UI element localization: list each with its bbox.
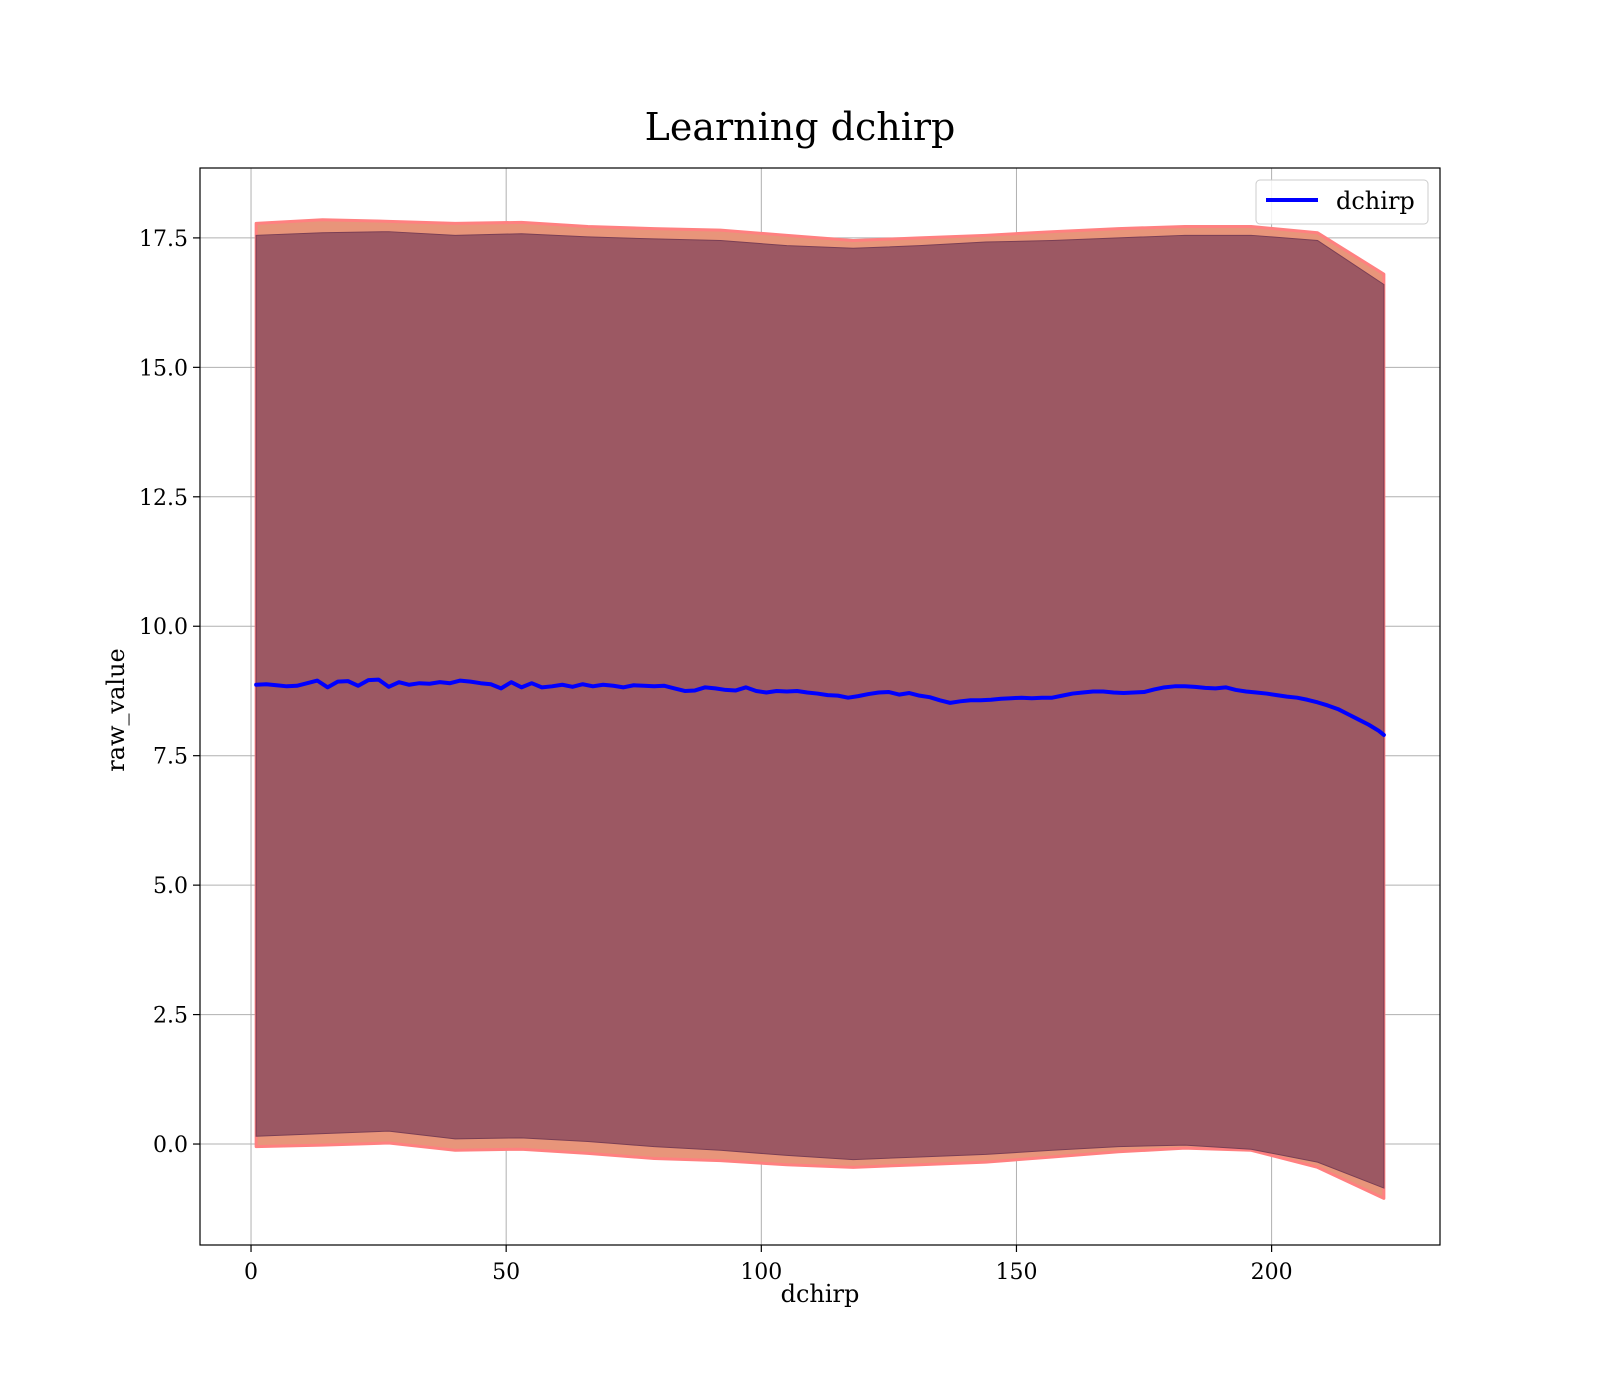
x-tick-label: 100: [740, 1260, 782, 1285]
x-tick-label: 150: [995, 1260, 1037, 1285]
band-layer: [254, 218, 1386, 1200]
y-axis: 0.0 2.5 5.0 7.5 10.0 12.5 15.0 17.5: [139, 227, 200, 1158]
plot-frame: [199, 167, 1441, 1246]
y-tick-label: 15.0: [139, 356, 188, 381]
chart-title: Learning dchirp: [645, 105, 956, 149]
y-axis-label: raw_value: [102, 648, 130, 772]
y-tick-label: 17.5: [139, 227, 188, 252]
legend-label: dchirp: [1336, 187, 1415, 215]
x-tick-label: 200: [1251, 1260, 1293, 1285]
y-tick-label: 0.0: [153, 1133, 188, 1158]
y-tick-label: 7.5: [153, 745, 188, 770]
line-layer: [254, 677, 1386, 737]
series-line-dchirp: [254, 677, 1386, 737]
x-axis: 0 50 100 150 200: [244, 1245, 1293, 1285]
x-tick-label: 50: [492, 1260, 520, 1285]
y-tick-label: 5.0: [153, 874, 188, 899]
y-tick-label: 12.5: [139, 486, 188, 511]
y-tick-label: 2.5: [153, 1004, 188, 1029]
x-tick-label: 0: [244, 1260, 258, 1285]
y-tick-label: 10.0: [139, 615, 188, 640]
inner-band: [255, 231, 1385, 1189]
legend-box: [1255, 179, 1429, 225]
x-axis-label: dchirp: [781, 1280, 860, 1308]
legend: dchirp: [1255, 179, 1429, 225]
